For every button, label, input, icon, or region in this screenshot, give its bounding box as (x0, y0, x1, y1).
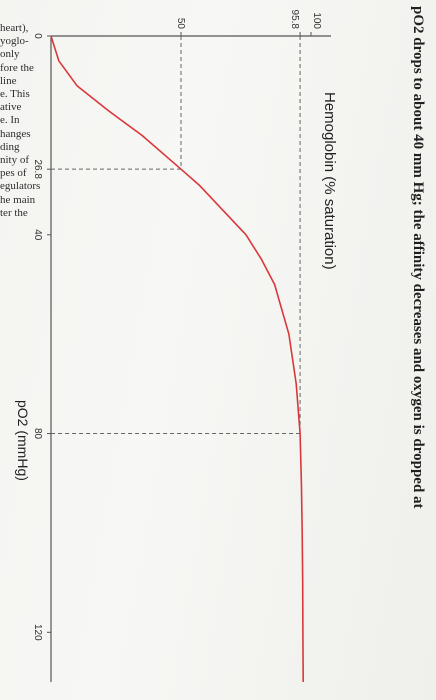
x-tick-label: 26.8 (32, 159, 43, 179)
book-text-line: ding (0, 140, 20, 153)
book-side-text: heart), yoglo-only fore the line e. This ativ… (0, 0, 52, 280)
x-tick-label: 120 (32, 624, 43, 641)
y-tick-label: 95.8 (289, 10, 300, 30)
book-text-line: line (0, 74, 17, 87)
book-text-line: nity of (0, 154, 30, 166)
x-tick-label: 0 (32, 33, 43, 39)
book-text-line: heart), (0, 22, 29, 34)
book-text-line: yoglo- (0, 35, 29, 48)
x-tick-label: 40 (32, 229, 43, 241)
book-text-line: pes of (0, 167, 27, 180)
x-tick-label: 80 (32, 428, 43, 440)
book-text-line: only (0, 48, 20, 61)
book-text-line: e. This (0, 88, 30, 100)
y-tick-label: 100 (311, 12, 322, 29)
book-text-line: ter the (0, 206, 28, 219)
book-text-line: e. In (0, 114, 20, 127)
saturation-curve (50, 35, 304, 683)
book-text-line: egulators (0, 180, 41, 193)
y-tick-label: 50 (175, 18, 186, 30)
book-text-line: ative (0, 101, 22, 114)
book-text-line: he main (0, 193, 36, 206)
book-text-line: hanges (0, 127, 31, 140)
book-text-line: fore the (0, 61, 34, 74)
